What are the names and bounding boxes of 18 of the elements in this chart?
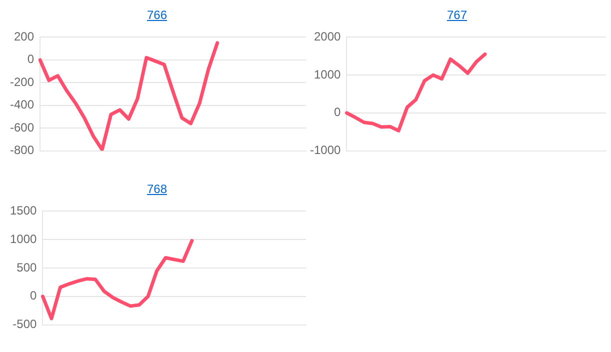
y-tick-label: 1500 [10, 204, 38, 218]
y-tick-label: 500 [16, 260, 38, 274]
y-tick-label: -200 [10, 74, 34, 89]
y-tick-label: 0 [334, 105, 342, 120]
y-tick-label: -1000 [310, 143, 342, 158]
y-tick-label: -800 [10, 143, 34, 158]
y-tick-label: -400 [10, 98, 34, 112]
y-tick-label: 1000 [314, 67, 342, 82]
y-tick-label: 200 [14, 30, 34, 44]
y-tick-label: 0 [27, 52, 34, 66]
y-tick-label: 2000 [314, 30, 342, 44]
chart-title: 766 [146, 8, 168, 22]
chart-title: 767 [446, 8, 468, 22]
chart-title: 768 [146, 182, 168, 196]
y-tick-label: -500 [12, 317, 38, 332]
y-tick-label: 1000 [10, 232, 38, 246]
y-tick-label: 0 [30, 288, 38, 303]
y-tick-label: -600 [10, 120, 34, 134]
